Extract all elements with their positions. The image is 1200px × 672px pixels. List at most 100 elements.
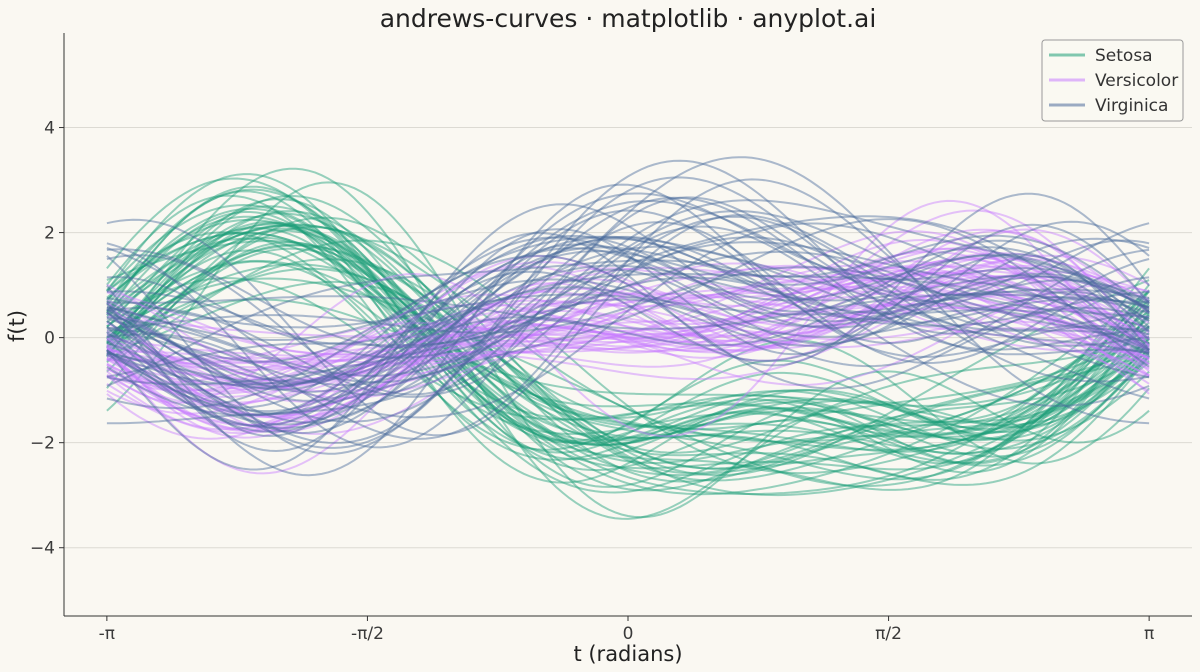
curve-setosa bbox=[106, 277, 1150, 488]
curve-virginica bbox=[106, 235, 1150, 393]
y-tick-label: −4 bbox=[30, 539, 55, 559]
curve-setosa bbox=[106, 177, 1150, 491]
curve-versicolor bbox=[106, 254, 1150, 400]
curve-virginica bbox=[106, 254, 1150, 390]
curve-versicolor bbox=[106, 252, 1150, 435]
chart-title: andrews-curves · matplotlib · anyplot.ai bbox=[380, 4, 877, 33]
curve-virginica bbox=[106, 245, 1150, 385]
curve-versicolor bbox=[106, 285, 1150, 369]
curve-setosa bbox=[106, 258, 1150, 470]
curve-versicolor bbox=[106, 264, 1150, 393]
curve-setosa bbox=[106, 223, 1150, 477]
curve-versicolor bbox=[106, 209, 1150, 439]
curve-versicolor bbox=[106, 303, 1150, 358]
curve-virginica bbox=[106, 214, 1150, 437]
x-tick-label: -π bbox=[99, 624, 115, 644]
curve-virginica bbox=[106, 178, 1150, 440]
curve-versicolor bbox=[106, 267, 1150, 429]
curve-virginica bbox=[106, 276, 1150, 359]
curve-setosa bbox=[106, 167, 1150, 520]
curve-versicolor bbox=[106, 292, 1150, 371]
curve-setosa bbox=[106, 215, 1150, 446]
curve-setosa bbox=[106, 212, 1150, 464]
curve-virginica bbox=[106, 266, 1150, 334]
curve-setosa bbox=[106, 190, 1150, 484]
curve-virginica bbox=[106, 218, 1150, 417]
curve-versicolor bbox=[106, 291, 1150, 420]
curve-virginica bbox=[106, 221, 1150, 396]
tick-labels: −4 −2 0 2 4 -π -π/2 0 π/2 π bbox=[30, 119, 1154, 644]
curve-setosa bbox=[106, 198, 1150, 488]
curve-virginica bbox=[106, 215, 1150, 430]
curve-setosa bbox=[106, 221, 1150, 472]
curve-versicolor bbox=[106, 287, 1150, 381]
y-tick-label: 4 bbox=[44, 119, 55, 139]
curve-setosa bbox=[106, 244, 1150, 497]
x-tick-label: π bbox=[1144, 624, 1154, 644]
curve-setosa bbox=[106, 221, 1150, 458]
curve-virginica bbox=[106, 235, 1150, 388]
curve-versicolor bbox=[106, 257, 1150, 433]
curve-versicolor bbox=[106, 265, 1150, 418]
curve-virginica bbox=[106, 237, 1150, 347]
curve-versicolor bbox=[106, 271, 1150, 404]
curve-virginica bbox=[106, 196, 1150, 386]
curve-versicolor bbox=[106, 276, 1150, 384]
curve-setosa bbox=[106, 218, 1150, 453]
curve-virginica bbox=[106, 264, 1150, 383]
curve-virginica bbox=[106, 236, 1150, 383]
curve-virginica bbox=[106, 196, 1150, 449]
curve-setosa bbox=[106, 237, 1150, 435]
curve-virginica bbox=[106, 236, 1150, 409]
legend: Setosa Versicolor Virginica bbox=[1041, 39, 1184, 122]
curve-virginica bbox=[106, 220, 1150, 455]
curve-setosa bbox=[106, 231, 1150, 438]
curve-virginica bbox=[106, 222, 1150, 419]
curve-setosa bbox=[106, 224, 1150, 464]
curve-virginica bbox=[106, 235, 1150, 410]
curve-versicolor bbox=[106, 255, 1150, 432]
curve-versicolor bbox=[106, 266, 1150, 427]
curves bbox=[106, 156, 1150, 520]
curve-setosa bbox=[106, 236, 1150, 445]
curve-virginica bbox=[106, 192, 1150, 435]
curve-virginica bbox=[106, 199, 1150, 426]
curve-versicolor bbox=[106, 260, 1150, 415]
curve-versicolor bbox=[106, 264, 1150, 365]
curve-versicolor bbox=[106, 266, 1150, 395]
curve-versicolor bbox=[106, 228, 1150, 389]
curve-virginica bbox=[106, 183, 1150, 477]
curve-versicolor bbox=[106, 264, 1150, 384]
legend-box bbox=[1041, 39, 1184, 122]
y-tick-label: −2 bbox=[30, 434, 55, 454]
curve-setosa bbox=[106, 203, 1150, 481]
curve-versicolor bbox=[106, 258, 1150, 391]
curve-setosa bbox=[106, 298, 1150, 407]
curve-setosa bbox=[106, 227, 1150, 465]
curve-virginica bbox=[106, 156, 1150, 425]
y-tick-label: 0 bbox=[44, 329, 55, 349]
curve-setosa bbox=[106, 205, 1150, 446]
curve-virginica bbox=[106, 272, 1150, 386]
curve-versicolor bbox=[106, 247, 1150, 431]
curve-virginica bbox=[106, 293, 1150, 330]
curve-versicolor bbox=[106, 247, 1150, 417]
curve-virginica bbox=[106, 253, 1150, 417]
curve-virginica bbox=[106, 176, 1150, 449]
y-tick-label: 2 bbox=[44, 224, 55, 244]
curve-versicolor bbox=[106, 271, 1150, 427]
curve-setosa bbox=[106, 216, 1150, 475]
curve-virginica bbox=[106, 209, 1150, 424]
curve-versicolor bbox=[106, 250, 1150, 398]
curve-virginica bbox=[106, 203, 1150, 471]
curve-versicolor bbox=[106, 272, 1150, 392]
curve-versicolor bbox=[106, 256, 1150, 430]
curve-versicolor bbox=[106, 258, 1150, 382]
curve-setosa bbox=[106, 173, 1150, 461]
curve-virginica bbox=[106, 241, 1150, 377]
curve-setosa bbox=[106, 239, 1150, 477]
curve-setosa bbox=[106, 247, 1150, 442]
curve-setosa bbox=[106, 267, 1150, 454]
legend-label-virginica: Virginica bbox=[1095, 96, 1168, 116]
curve-virginica bbox=[106, 210, 1150, 384]
